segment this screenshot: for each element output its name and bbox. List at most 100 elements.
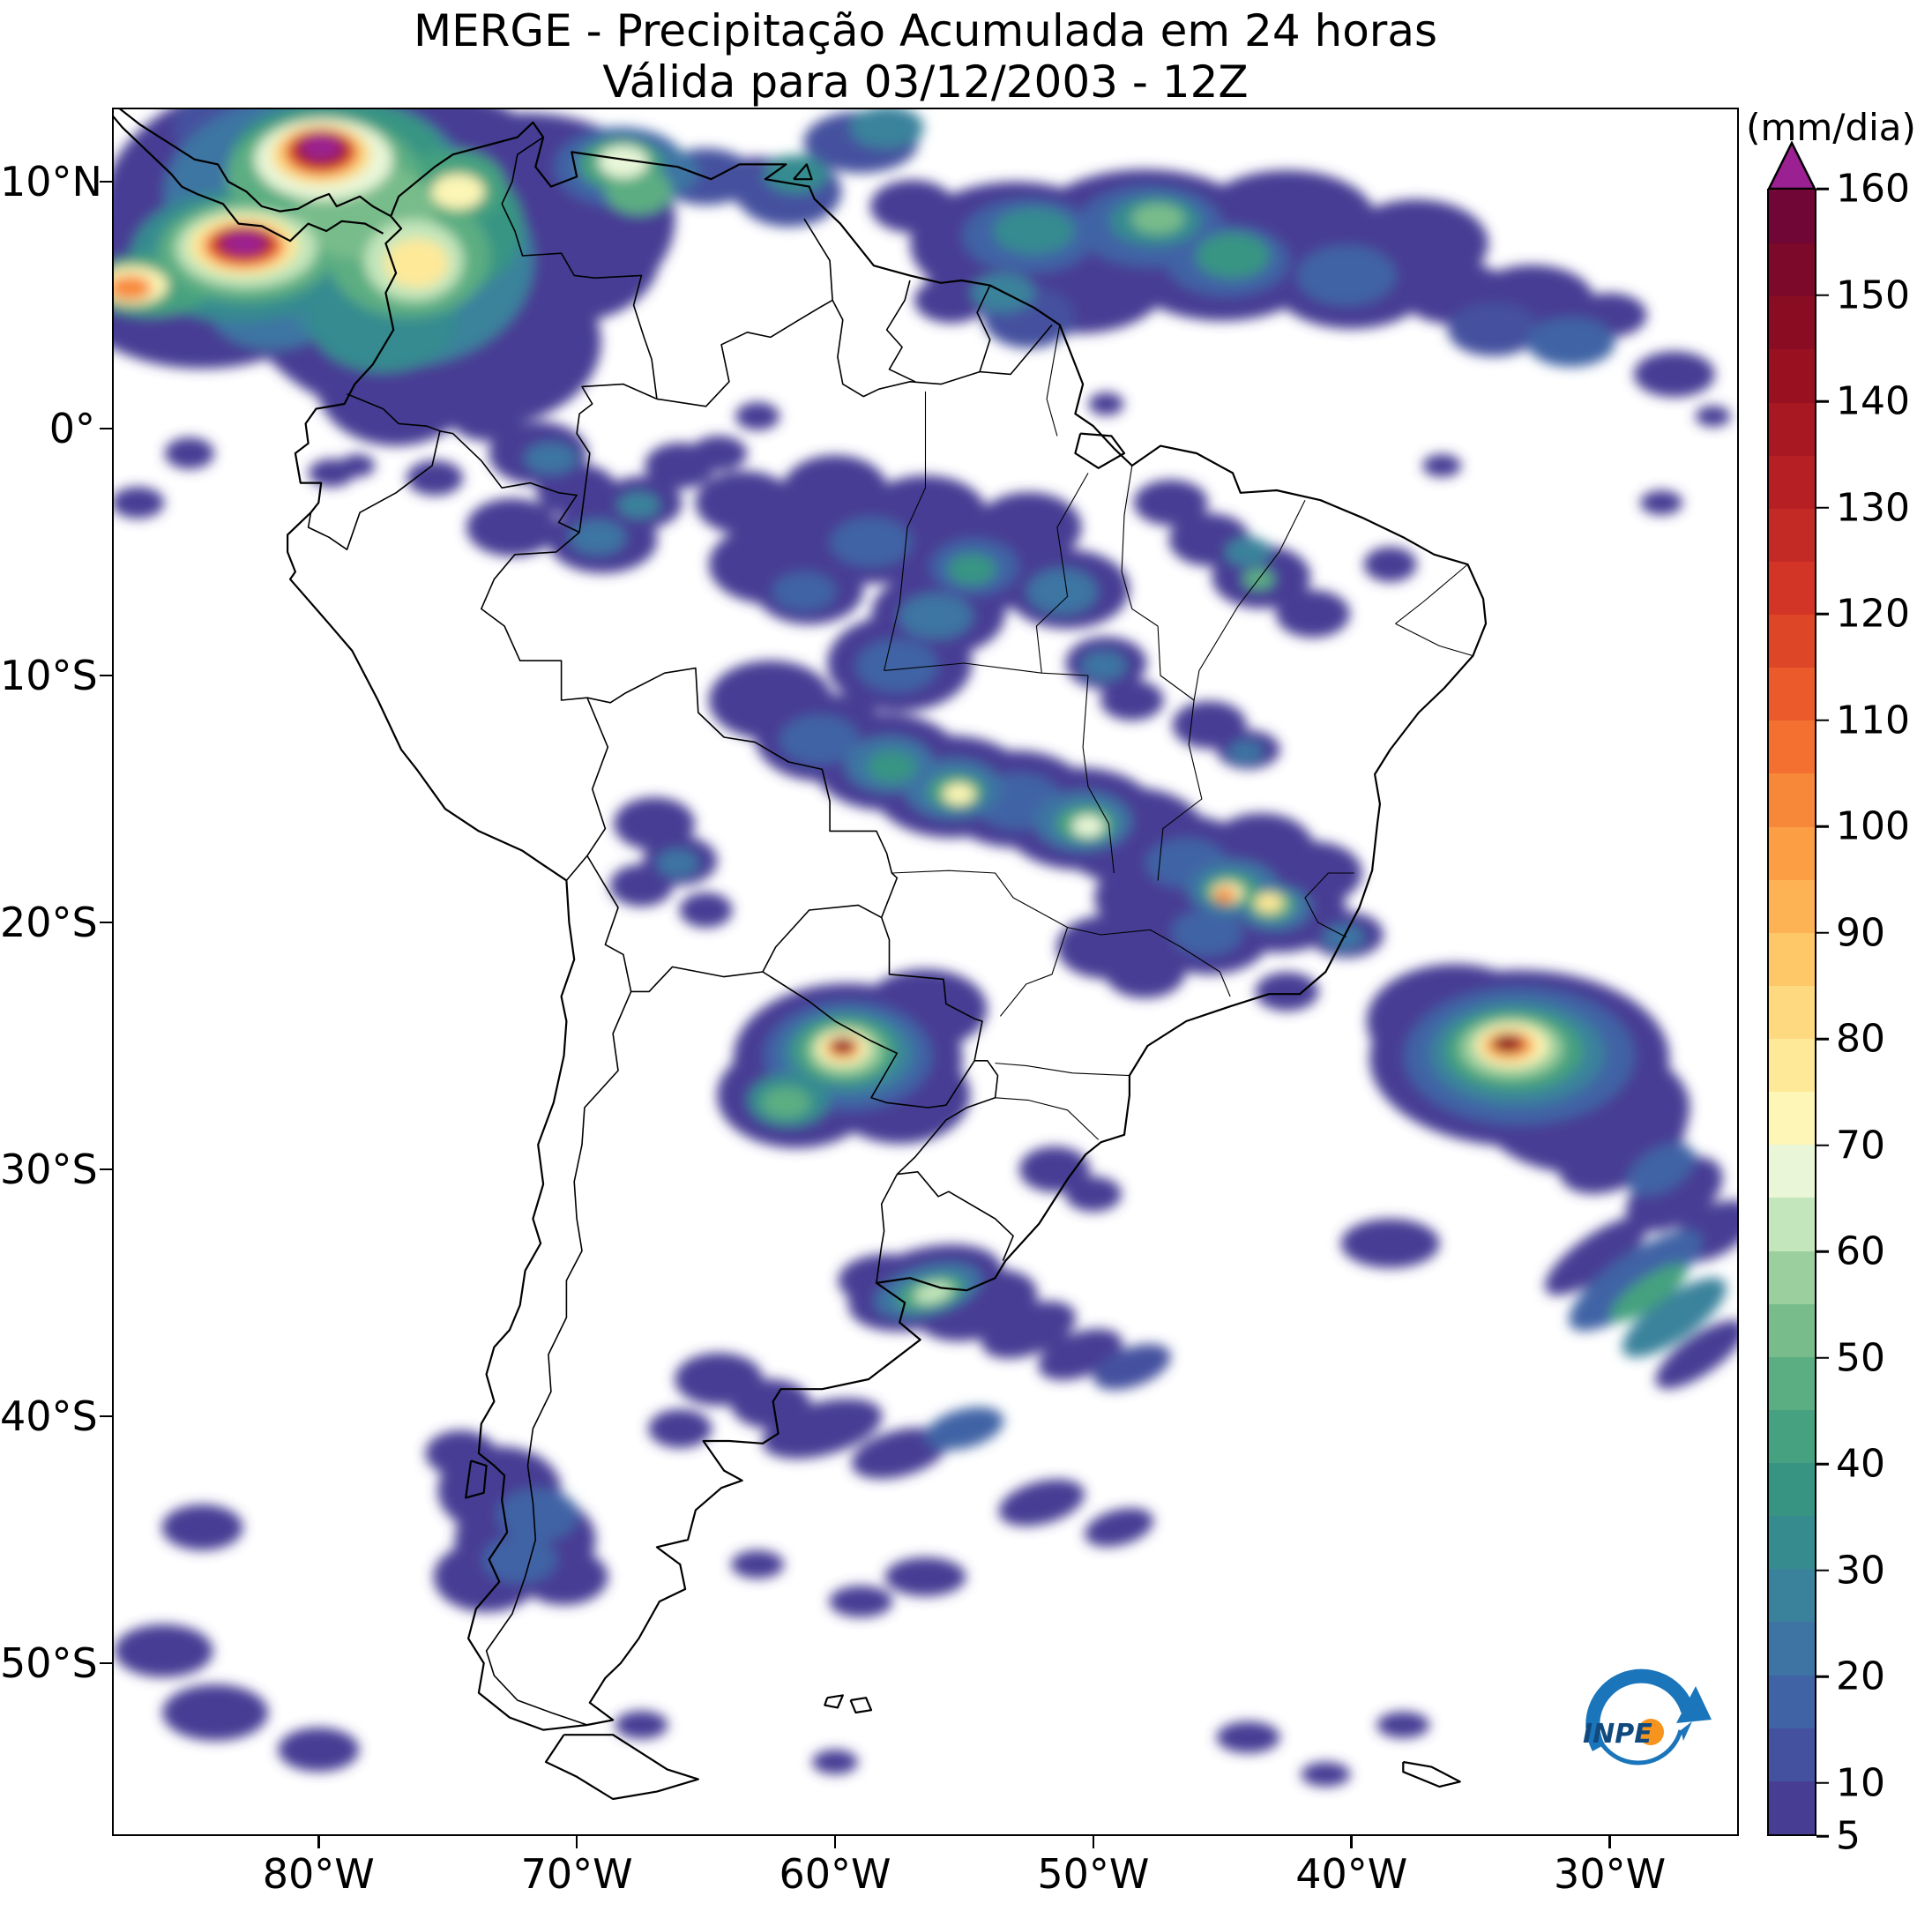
colorbar-tickmark <box>1816 1834 1829 1838</box>
colorbar-tickmark <box>1816 1250 1829 1253</box>
colorbar-segment <box>1769 825 1815 880</box>
lat-tickmark <box>100 1415 112 1418</box>
colorbar-segment <box>1769 1144 1815 1198</box>
colorbar-segment <box>1769 1674 1815 1728</box>
colorbar-tick-label: 10 <box>1836 1760 1885 1806</box>
colorbar-segment <box>1769 1250 1815 1304</box>
colorbar-segment <box>1769 1462 1815 1517</box>
lon-tick-label: 70°W <box>520 1850 633 1898</box>
colorbar-segment <box>1769 773 1815 827</box>
coastline <box>112 108 1488 1801</box>
lon-tick-label: 80°W <box>262 1850 375 1898</box>
colorbar-tick-label: 60 <box>1836 1228 1885 1274</box>
title-line1: MERGE - Precipitação Acumulada em 24 hor… <box>413 5 1438 56</box>
colorbar-segment <box>1769 1621 1815 1676</box>
colorbar-segment <box>1769 1515 1815 1570</box>
colorbar-tick-label: 90 <box>1836 910 1885 956</box>
lon-tickmark <box>1608 1836 1611 1848</box>
lat-tickmark <box>100 1168 112 1171</box>
colorbar-segment <box>1769 1780 1815 1834</box>
colorbar-tick-label: 150 <box>1836 272 1910 318</box>
colorbar-segment <box>1769 1303 1815 1357</box>
lat-tick-label: 50°S <box>0 1639 98 1687</box>
colorbar-segment <box>1769 931 1815 986</box>
colorbar-tick-label: 160 <box>1836 166 1910 212</box>
colorbar-tickmark <box>1816 1569 1829 1571</box>
colorbar-tickmark <box>1816 506 1829 509</box>
lat-tickmark <box>100 921 112 924</box>
colorbar-tickmark <box>1816 1037 1829 1041</box>
colorbar-tickmark <box>1816 1675 1829 1678</box>
colorbar-extend-arrow <box>1767 141 1816 190</box>
colorbar-tickmark <box>1816 1144 1829 1146</box>
colorbar-segment <box>1769 401 1815 456</box>
colorbar-unit-label: (mm/dia) <box>1746 106 1916 149</box>
colorbar-tick-label: 110 <box>1836 698 1910 743</box>
colorbar-tickmark <box>1816 294 1829 296</box>
colorbar-segment <box>1769 454 1815 509</box>
colorbar-tick-label: 50 <box>1836 1335 1885 1381</box>
colorbar-segment <box>1769 1091 1815 1146</box>
colorbar-segment <box>1769 985 1815 1040</box>
colorbar-tick-label: 20 <box>1836 1653 1885 1699</box>
colorbar-segment <box>1769 243 1815 297</box>
colorbar-segment <box>1769 190 1815 244</box>
colorbar-tick-label: 130 <box>1836 485 1910 531</box>
lat-tick-label: 10°S <box>0 652 98 699</box>
colorbar-tickmark <box>1816 719 1829 721</box>
colorbar-tickmark <box>1816 187 1829 190</box>
colorbar-tickmark <box>1816 825 1829 828</box>
colorbar-segment <box>1769 720 1815 774</box>
lon-tickmark <box>1350 1836 1353 1848</box>
colorbar-tickmark <box>1816 612 1829 616</box>
lon-tick-label: 30°W <box>1554 1850 1667 1898</box>
colorbar-segment <box>1769 667 1815 721</box>
precipitation-map: INPE <box>112 108 1739 1801</box>
colorbar-tickmark <box>1816 1781 1829 1784</box>
inpe-logo: INPE <box>1583 1668 1712 1765</box>
title-line2: Válida para 03/12/2003 - 12Z <box>602 56 1249 108</box>
colorbar-segment <box>1769 295 1815 350</box>
lat-tick-label: 0° <box>48 405 95 452</box>
colorbar-segment <box>1769 348 1815 403</box>
colorbar-tick-label: 80 <box>1836 1016 1885 1062</box>
state-borders <box>884 325 1473 1140</box>
colorbar-segment <box>1769 614 1815 668</box>
lon-tick-label: 40°W <box>1295 1850 1408 1898</box>
colorbar-segment <box>1769 561 1815 616</box>
colorbar-tickmark <box>1816 931 1829 934</box>
colorbar-tick-label: 5 <box>1836 1813 1861 1859</box>
lat-tickmark <box>100 1661 112 1665</box>
colorbar-segment <box>1769 507 1815 562</box>
precip-field <box>112 108 1739 1787</box>
lon-tickmark <box>317 1836 320 1848</box>
colorbar-segment <box>1769 878 1815 933</box>
colorbar-tickmark <box>1816 1462 1829 1466</box>
lon-tickmark <box>833 1836 837 1848</box>
lat-tick-label: 10°N <box>0 158 102 205</box>
colorbar-segment <box>1769 1727 1815 1781</box>
lat-tick-label: 40°S <box>0 1392 98 1440</box>
lon-tickmark <box>1092 1836 1095 1848</box>
colorbar-segment <box>1769 1197 1815 1251</box>
lat-tickmark <box>100 427 112 430</box>
colorbar-segment <box>1769 1409 1815 1464</box>
colorbar-tick-label: 40 <box>1836 1441 1885 1487</box>
lat-tickmark <box>100 180 112 183</box>
colorbar-segment <box>1769 1038 1815 1093</box>
lat-tickmark <box>100 674 112 677</box>
colorbar-tick-label: 120 <box>1836 591 1910 637</box>
country-borders <box>307 136 1053 1726</box>
colorbar-segment <box>1769 1355 1815 1410</box>
colorbar-tick-label: 70 <box>1836 1123 1885 1168</box>
colorbar <box>1767 189 1816 1836</box>
colorbar-tick-label: 30 <box>1836 1548 1885 1594</box>
lat-tick-label: 30°S <box>0 1146 98 1193</box>
lon-tick-label: 60°W <box>779 1850 891 1898</box>
figure-title: MERGE - Precipitação Acumulada em 24 hor… <box>112 5 1739 108</box>
lat-tick-label: 20°S <box>0 899 98 946</box>
colorbar-segment <box>1769 1568 1815 1623</box>
colorbar-tickmark <box>1816 399 1829 403</box>
colorbar-tick-label: 140 <box>1836 378 1910 424</box>
